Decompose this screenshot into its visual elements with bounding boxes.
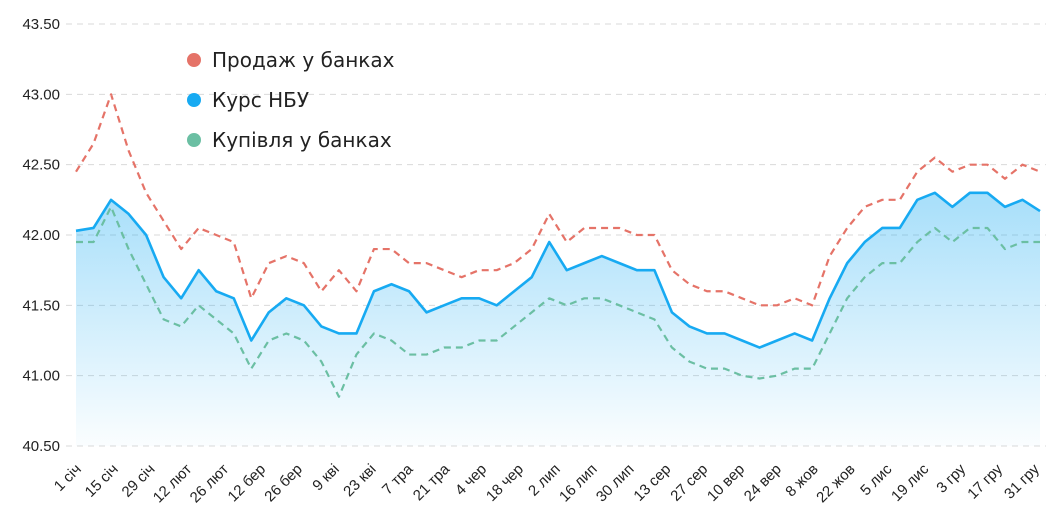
y-tick-label: 43.00 (22, 86, 60, 103)
y-tick-label: 41.50 (22, 297, 60, 314)
y-axis-ticks: 43.50 43.00 42.50 42.00 41.50 41.00 40.50 (22, 16, 60, 455)
x-tick-label: 10 вер (704, 461, 748, 505)
x-tick-label: 27 сер (667, 461, 711, 505)
series-layer (75, 93, 1041, 398)
x-tick-label: 19 лис (888, 460, 933, 505)
x-tick-label: 15 січ (82, 461, 122, 501)
x-tick-label: 24 вер (741, 461, 785, 505)
legend: Продаж у банках Курс НБУ Купівля у банках (187, 48, 395, 152)
y-tick-label: 42.00 (22, 227, 60, 244)
x-tick-label: 13 сер (630, 461, 674, 505)
y-tick-label: 40.50 (22, 438, 60, 455)
x-tick-label: 16 лип (556, 461, 601, 506)
x-tick-label: 21 тра (410, 460, 454, 504)
legend-label: Курс НБУ (212, 88, 309, 112)
x-tick-label: 30 лип (593, 461, 638, 506)
x-tick-label: 12 лют (150, 461, 196, 507)
series-line-1 (75, 191, 1041, 349)
x-tick-label: 18 чер (483, 461, 527, 505)
x-tick-label: 23 кві (340, 461, 379, 500)
y-tick-label: 41.00 (22, 368, 60, 385)
area-layer (76, 192, 1040, 446)
x-tick-label: 17 гру (964, 460, 1006, 502)
y-tick-label: 42.50 (22, 157, 60, 174)
nbu-area-fill (76, 192, 1040, 446)
legend-label: Продаж у банках (212, 48, 395, 72)
x-tick-label: 26 лют (187, 461, 233, 507)
y-tick-label: 43.50 (22, 16, 60, 33)
legend-marker (187, 53, 201, 67)
legend-marker (187, 133, 201, 147)
x-tick-label: 1 січ (51, 461, 85, 495)
legend-marker (187, 93, 201, 107)
legend-label: Купівля у банках (212, 128, 392, 152)
x-tick-label: 9 кві (309, 461, 342, 494)
x-tick-label: 22 жов (813, 461, 858, 506)
series-line-0 (75, 93, 1041, 307)
x-tick-label: 12 бер (225, 461, 270, 506)
x-tick-label: 31 гру (1001, 460, 1043, 502)
series-line-2 (76, 205, 1040, 398)
x-tick-label: 26 бер (261, 461, 306, 506)
